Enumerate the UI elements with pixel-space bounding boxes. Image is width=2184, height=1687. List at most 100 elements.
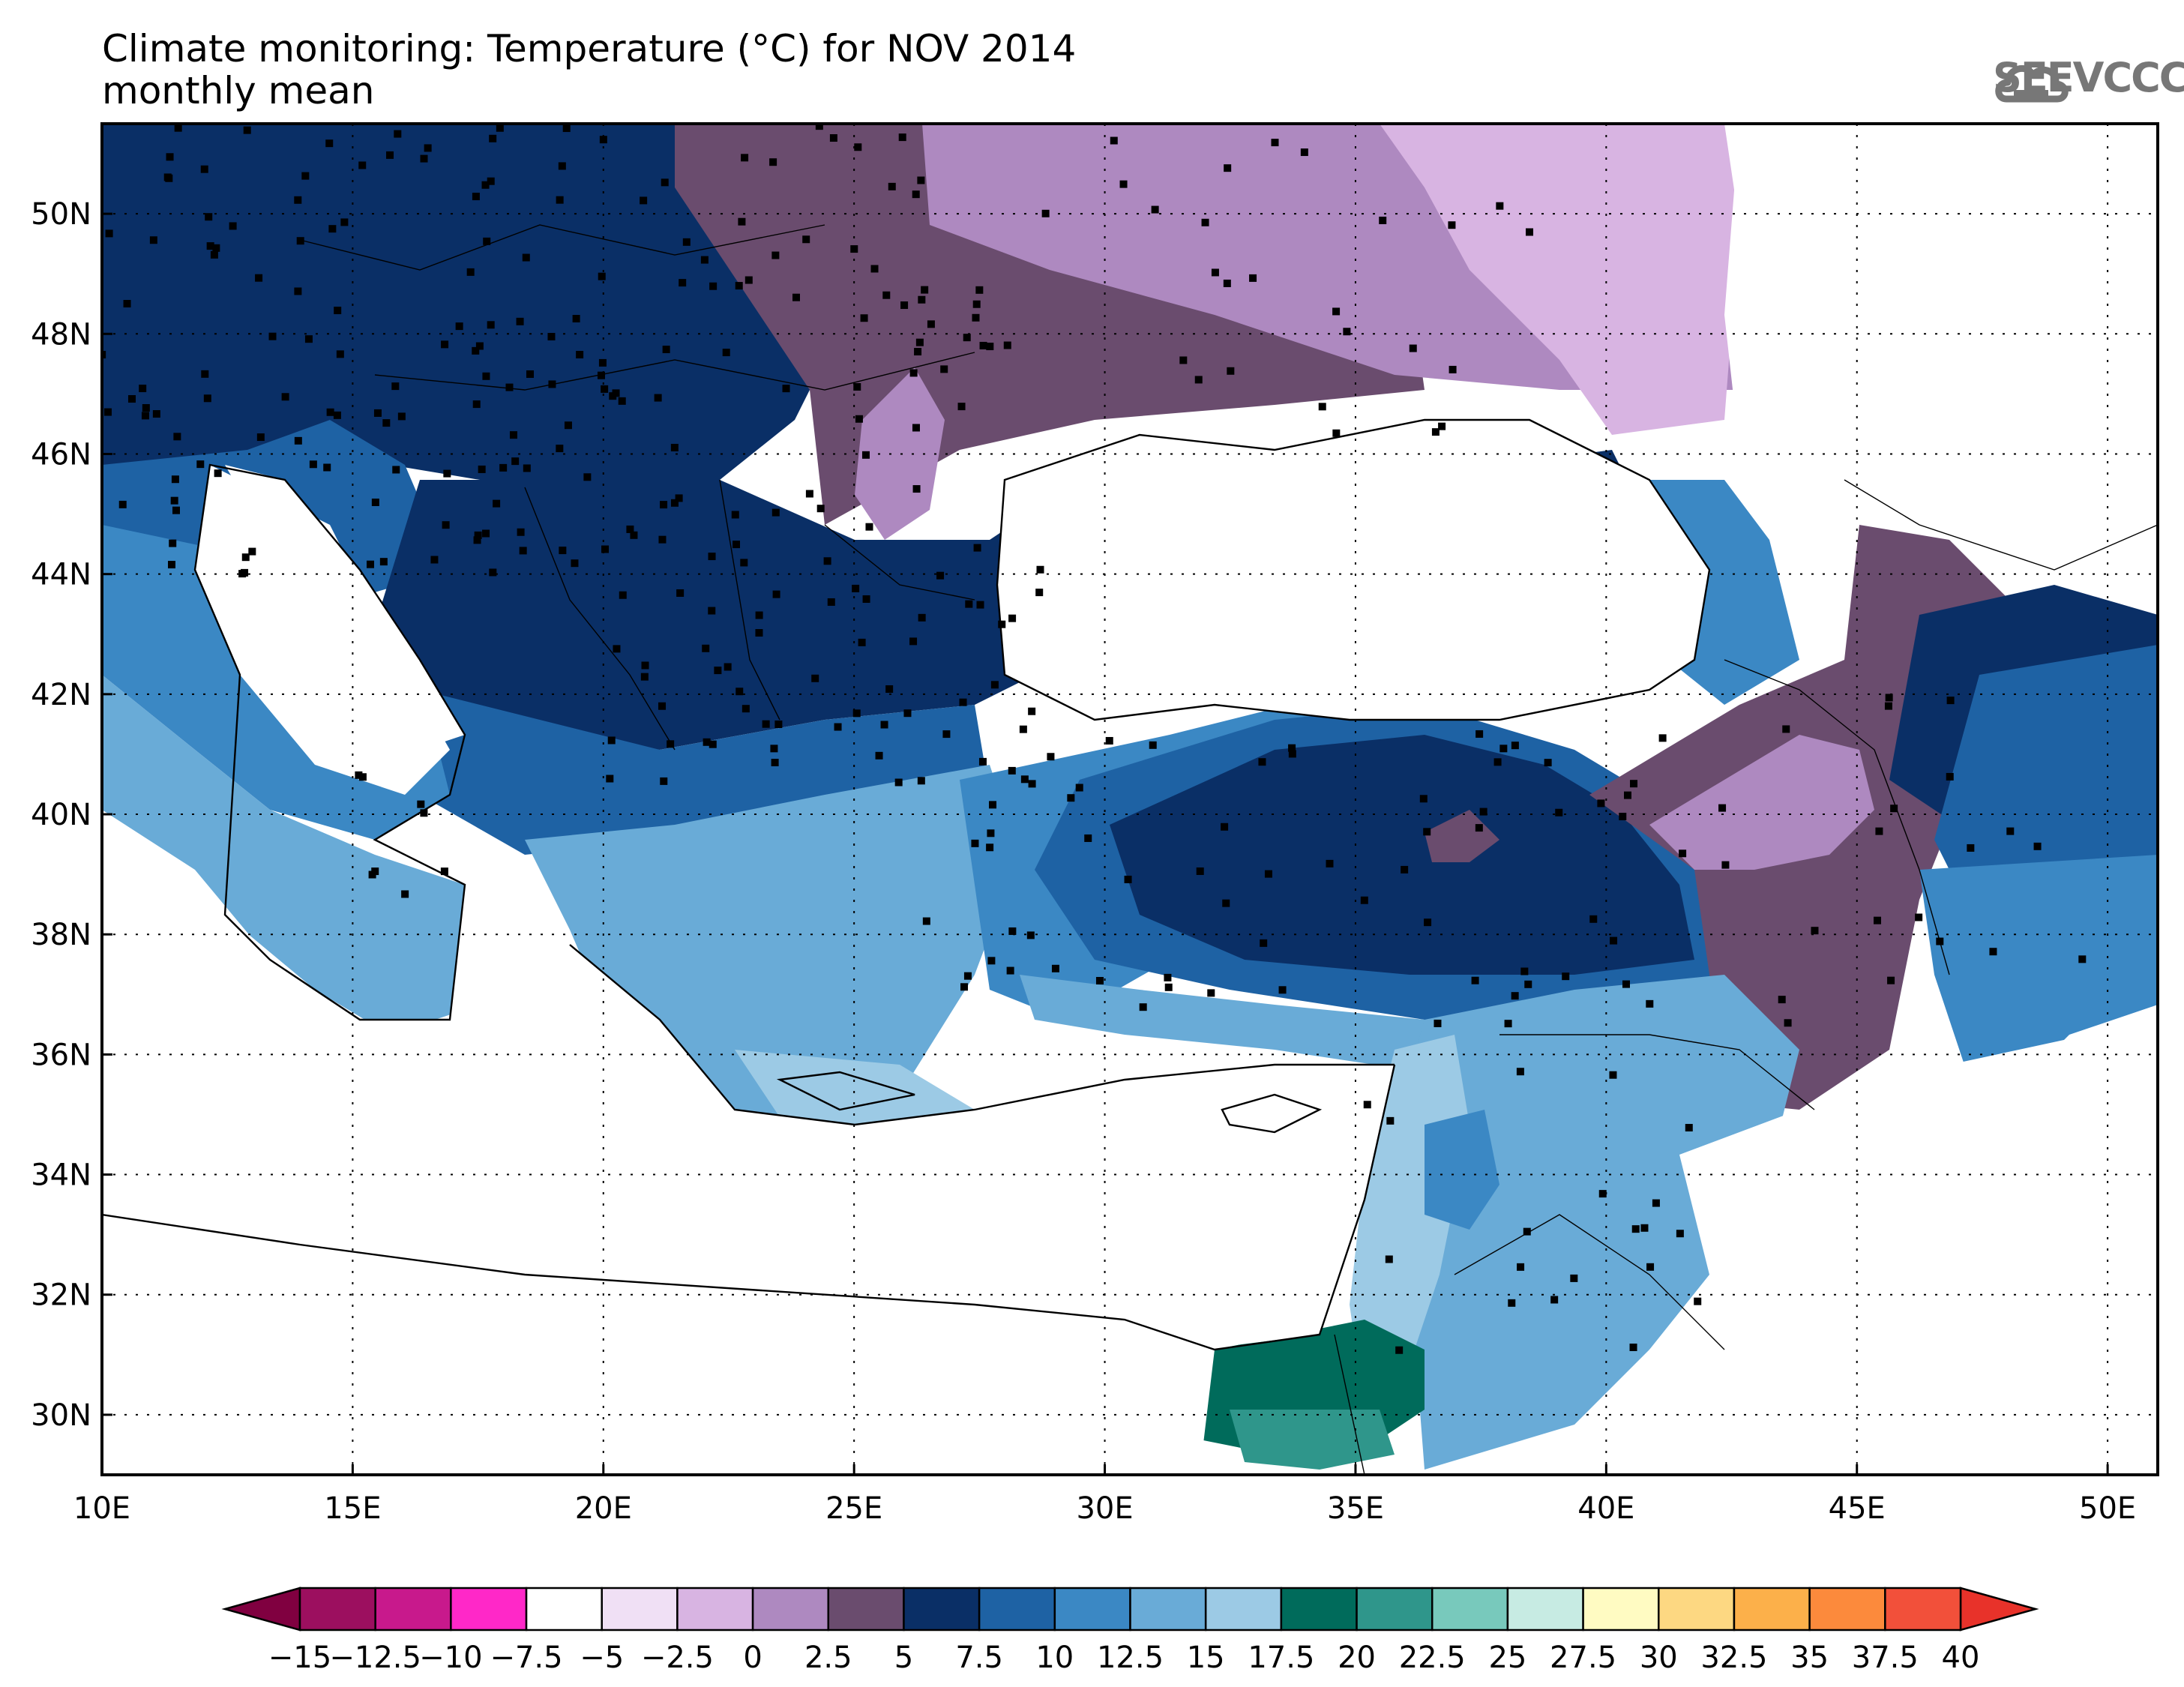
- station-marker: [304, 335, 313, 343]
- station-marker: [854, 143, 862, 151]
- station-marker: [103, 408, 112, 416]
- station-marker: [619, 591, 627, 599]
- station-marker: [1026, 931, 1035, 939]
- lat-tick-label: 46N: [31, 437, 91, 472]
- station-marker: [556, 196, 564, 204]
- station-marker: [708, 553, 716, 561]
- colorbar-tick-label: 22.5: [1399, 1641, 1466, 1675]
- station-marker: [564, 421, 572, 430]
- station-marker: [861, 451, 870, 459]
- station-marker: [241, 568, 249, 577]
- station-marker: [424, 144, 432, 152]
- station-marker: [487, 177, 495, 185]
- lat-tick-label: 36N: [31, 1038, 91, 1072]
- lon-tick-label: 35E: [1327, 1491, 1384, 1526]
- colorbar-tick-label: −15: [268, 1641, 331, 1675]
- station-marker: [731, 511, 739, 519]
- station-marker: [660, 777, 668, 785]
- station-marker: [1946, 697, 1955, 705]
- station-marker: [724, 663, 732, 671]
- station-marker: [1020, 775, 1029, 784]
- colorbar-tick-label: 12.5: [1097, 1641, 1164, 1675]
- station-marker: [700, 256, 709, 264]
- station-markers: [102, 124, 2087, 1354]
- region-south-anatolia-coast: [1020, 975, 1499, 1072]
- temperature-field: [102, 124, 2158, 1475]
- station-marker: [1589, 915, 1598, 923]
- station-marker: [1676, 1230, 1684, 1238]
- lon-tick-label: 30E: [1076, 1491, 1133, 1526]
- station-marker: [960, 983, 969, 991]
- station-marker: [626, 525, 634, 533]
- station-marker: [675, 494, 683, 502]
- colorbar-tick-label: 7.5: [955, 1641, 1003, 1675]
- station-marker: [1511, 992, 1519, 1000]
- station-marker: [394, 130, 402, 138]
- station-marker: [326, 408, 334, 416]
- station-marker: [802, 235, 810, 244]
- station-marker: [1124, 875, 1132, 883]
- station-marker: [355, 771, 363, 779]
- colorbar-tick-label: 2.5: [804, 1641, 852, 1675]
- station-marker: [732, 541, 741, 549]
- lon-tick-label: 40E: [1577, 1491, 1634, 1526]
- station-marker: [358, 773, 367, 781]
- station-marker: [1051, 964, 1059, 972]
- station-marker: [1431, 428, 1440, 436]
- station-marker: [658, 702, 667, 710]
- station-marker: [771, 251, 780, 259]
- colorbar-swatch: [1884, 1587, 1962, 1632]
- station-marker: [173, 433, 181, 441]
- station-marker: [2006, 827, 2015, 835]
- station-marker: [909, 369, 918, 377]
- colorbar-swatch: [827, 1587, 905, 1632]
- station-marker: [755, 629, 763, 637]
- station-marker: [482, 529, 490, 538]
- station-marker: [1300, 148, 1308, 157]
- station-marker: [368, 870, 376, 879]
- station-marker: [976, 601, 984, 609]
- station-marker: [472, 346, 480, 355]
- station-marker: [1084, 834, 1092, 842]
- station-marker: [1524, 980, 1532, 988]
- lat-tick-label: 48N: [31, 317, 91, 352]
- station-marker: [169, 539, 177, 547]
- station-marker: [294, 196, 302, 204]
- station-marker: [912, 424, 920, 432]
- colorbar-swatch: [1582, 1587, 1660, 1632]
- station-marker: [559, 547, 567, 555]
- station-marker: [371, 498, 379, 506]
- station-marker: [489, 568, 497, 577]
- station-marker: [986, 343, 994, 351]
- station-marker: [1288, 750, 1296, 758]
- station-marker: [682, 238, 691, 246]
- station-marker: [473, 536, 481, 544]
- station-marker: [1249, 274, 1257, 282]
- colorbar-swatch: [1658, 1587, 1736, 1632]
- station-marker: [455, 322, 463, 331]
- colorbar-over-arrow: [1959, 1587, 2039, 1632]
- colorbar-tick-label: 32.5: [1700, 1641, 1767, 1675]
- station-marker: [1223, 279, 1231, 287]
- station-marker: [1363, 1101, 1371, 1109]
- station-marker: [1395, 1346, 1404, 1354]
- station-marker: [1424, 918, 1432, 927]
- station-marker: [340, 218, 349, 226]
- adriatic-sea: [225, 465, 465, 750]
- station-marker: [243, 126, 251, 134]
- station-marker: [382, 419, 391, 427]
- station-marker: [358, 161, 367, 169]
- station-marker: [1224, 164, 1232, 172]
- station-marker: [1179, 356, 1188, 364]
- station-marker: [558, 162, 566, 170]
- station-marker: [1419, 795, 1428, 803]
- station-marker: [914, 348, 922, 356]
- station-marker: [1694, 1297, 1702, 1305]
- arabia-east: [1574, 1020, 2158, 1475]
- station-marker: [333, 411, 341, 419]
- station-marker: [640, 196, 648, 205]
- station-marker: [827, 598, 835, 606]
- country-borders: [299, 224, 2158, 1475]
- station-marker: [1520, 967, 1529, 975]
